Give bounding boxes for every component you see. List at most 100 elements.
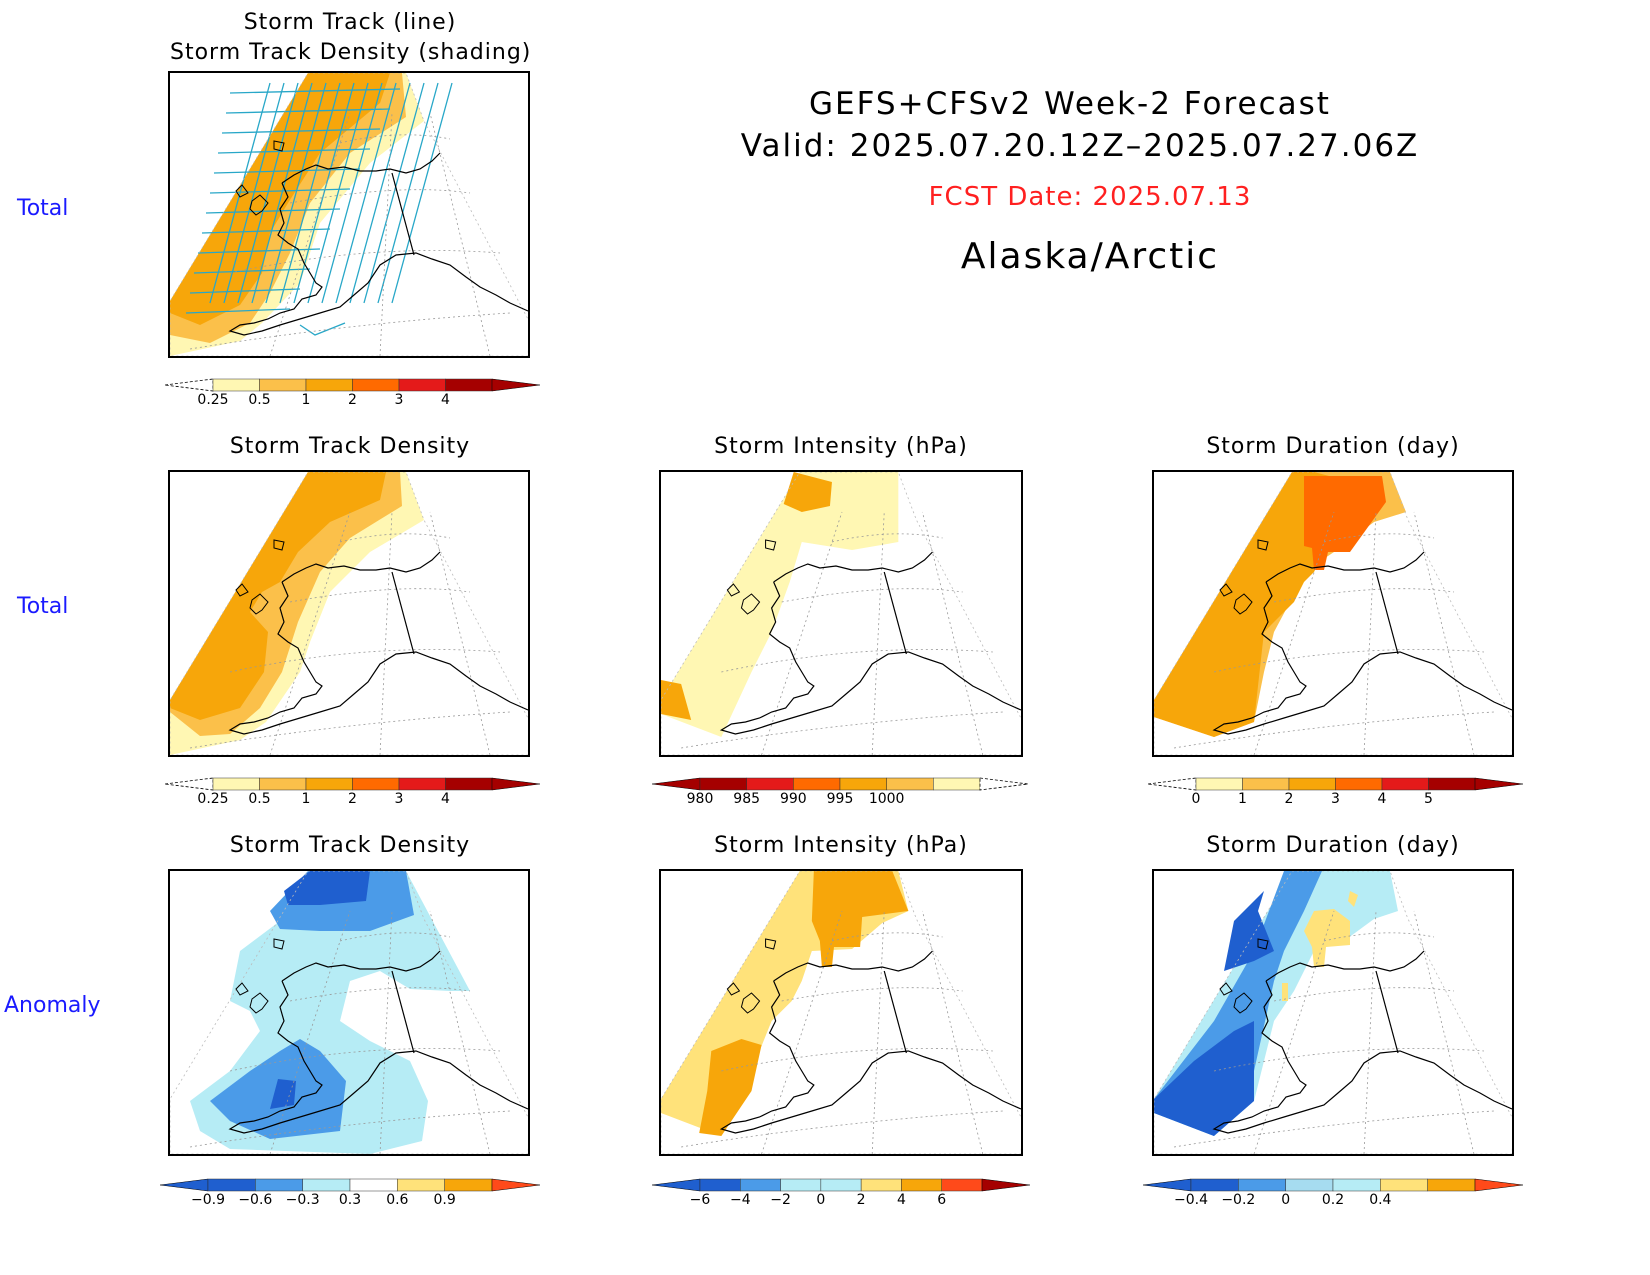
colorbar-tick-label: 0 bbox=[816, 1192, 826, 1208]
coastline-north bbox=[1265, 950, 1425, 982]
colorbar-tick-label: 3 bbox=[394, 392, 404, 408]
colorbar-segment bbox=[1285, 1178, 1334, 1192]
forecast-title: GEFS+CFSv2 Week-2 Forecast bbox=[809, 86, 1331, 122]
coastline bbox=[1212, 581, 1512, 735]
coastline-north bbox=[281, 152, 441, 184]
storm-track-line bbox=[251, 82, 313, 304]
colorbar-tick-label: 2 bbox=[348, 392, 357, 408]
colorbar-right-tip bbox=[981, 1178, 1030, 1192]
colorbar-density-anomaly: −0.9 −0.6 −0.3 0.3 0.6 0.9 bbox=[160, 1178, 540, 1214]
colorbar-tick-label: 2 bbox=[348, 791, 357, 807]
map-density-anomaly bbox=[168, 869, 530, 1156]
graticule-line bbox=[189, 312, 511, 350]
storm-track-line bbox=[205, 208, 341, 214]
storm-track-line bbox=[349, 82, 411, 304]
colorbar-segment bbox=[397, 1178, 445, 1192]
storm-track-line bbox=[237, 82, 299, 304]
colorbar-tick-label: 0.25 bbox=[197, 791, 229, 807]
colorbar-tick-label: 985 bbox=[733, 791, 761, 807]
storm-track-line bbox=[209, 82, 271, 304]
colorbar-left-tip bbox=[1143, 1178, 1192, 1192]
graticule-line bbox=[429, 910, 491, 1154]
us-canada-border bbox=[883, 970, 907, 1054]
storm-track-line bbox=[377, 82, 439, 304]
colorbar-segment bbox=[352, 777, 400, 791]
colorbar-tick-label: 6 bbox=[937, 1192, 947, 1208]
colorbar-tick-label: −0.2 bbox=[1221, 1192, 1256, 1208]
graticule-line bbox=[1173, 711, 1495, 749]
forecast-date: FCST Date: 2025.07.13 bbox=[928, 182, 1252, 212]
colorbar-tick-label: 1 bbox=[1238, 791, 1247, 807]
colorbar-segment bbox=[699, 1178, 741, 1192]
colorbar-left-tip bbox=[165, 378, 214, 392]
panel-title-storm-track: Storm Track (line) Storm Track Density (… bbox=[170, 10, 532, 65]
coastline bbox=[228, 182, 528, 336]
islands bbox=[235, 938, 285, 1014]
panel-title-density-anomaly: Storm Track Density bbox=[229, 833, 471, 858]
graticule-line bbox=[1413, 511, 1475, 755]
colorbar-segment bbox=[746, 777, 794, 791]
region-name: Alaska/Arctic bbox=[960, 236, 1220, 277]
storm-track-line bbox=[299, 322, 346, 336]
colorbar-right-tip bbox=[1474, 777, 1523, 791]
anomaly-contour-neg-0.9 bbox=[284, 871, 370, 905]
map-storm-track bbox=[168, 71, 530, 358]
intensity-contour-995 bbox=[661, 680, 692, 720]
anomaly-contour-neg-0.4 bbox=[1224, 891, 1274, 971]
domain-outline bbox=[170, 871, 528, 1154]
colorbar-segment bbox=[1332, 1178, 1381, 1192]
coastline-north bbox=[281, 551, 441, 583]
colorbar-segment bbox=[1238, 1178, 1286, 1192]
colorbar-tick-label: 0.5 bbox=[248, 791, 271, 807]
colorbar-left-tip bbox=[652, 1178, 701, 1192]
graticule-line bbox=[189, 711, 511, 749]
colorbar-segment bbox=[445, 378, 493, 392]
colorbar-segment bbox=[886, 777, 934, 791]
colorbar-tick-label: 1 bbox=[301, 791, 311, 807]
colorbar-tick-label: 0.9 bbox=[433, 1192, 456, 1208]
colorbar-tick-label: −2 bbox=[770, 1192, 791, 1208]
colorbar-segment bbox=[820, 1178, 862, 1192]
graticule-line bbox=[1273, 588, 1455, 603]
anomaly-contour-4 bbox=[811, 871, 909, 967]
colorbar-segment bbox=[1335, 777, 1383, 791]
islands bbox=[726, 539, 777, 615]
storm-track-line bbox=[217, 148, 371, 154]
graticule-line bbox=[1173, 1110, 1495, 1148]
colorbar-segment bbox=[793, 777, 841, 791]
storm-track-line bbox=[213, 168, 361, 174]
colorbar-tick-label: 4 bbox=[1377, 791, 1387, 807]
storm-track-line bbox=[279, 82, 341, 304]
colorbar-segment bbox=[445, 777, 493, 791]
colorbar-segment bbox=[1381, 777, 1429, 791]
storm-track-line bbox=[225, 108, 391, 114]
storm-track-line bbox=[201, 228, 331, 234]
colorbar-segment bbox=[1190, 1178, 1239, 1192]
anomaly-contour-0.1 bbox=[1348, 891, 1358, 907]
colorbar-segment bbox=[259, 378, 307, 392]
colorbar-duration-total: 0 1 2 3 4 5 bbox=[1148, 777, 1523, 813]
panel-title-duration-anomaly: Storm Duration (day) bbox=[1206, 833, 1460, 858]
colorbar-left-tip bbox=[652, 777, 701, 791]
density-contour-1 bbox=[170, 472, 386, 720]
islands bbox=[1219, 539, 1269, 615]
duration-contour-4 bbox=[1304, 476, 1386, 570]
graticule-line bbox=[1213, 649, 1485, 673]
colorbar-segment bbox=[212, 378, 260, 392]
graticule-line bbox=[871, 910, 885, 1154]
colorbar-segment bbox=[933, 777, 981, 791]
map-duration-anomaly bbox=[1152, 869, 1514, 1156]
domain-outline bbox=[661, 871, 1021, 1154]
colorbar-tick-label: 0 bbox=[1281, 1192, 1291, 1208]
us-canada-border bbox=[883, 571, 907, 655]
storm-track-line bbox=[391, 82, 453, 304]
coastline bbox=[1212, 980, 1512, 1134]
domain-outline bbox=[170, 472, 528, 755]
panel-title-density-total: Storm Track Density bbox=[229, 434, 471, 459]
valid-period: Valid: 2025.07.20.12Z–2025.07.27.06Z bbox=[740, 128, 1420, 164]
colorbar-tick-label: −0.6 bbox=[238, 1192, 273, 1208]
storm-track-line bbox=[197, 248, 321, 254]
storm-track-line bbox=[307, 82, 369, 304]
colorbar-intensity-anomaly: −6 −4 −2 0 2 4 6 bbox=[652, 1178, 1030, 1214]
islands bbox=[235, 539, 285, 615]
